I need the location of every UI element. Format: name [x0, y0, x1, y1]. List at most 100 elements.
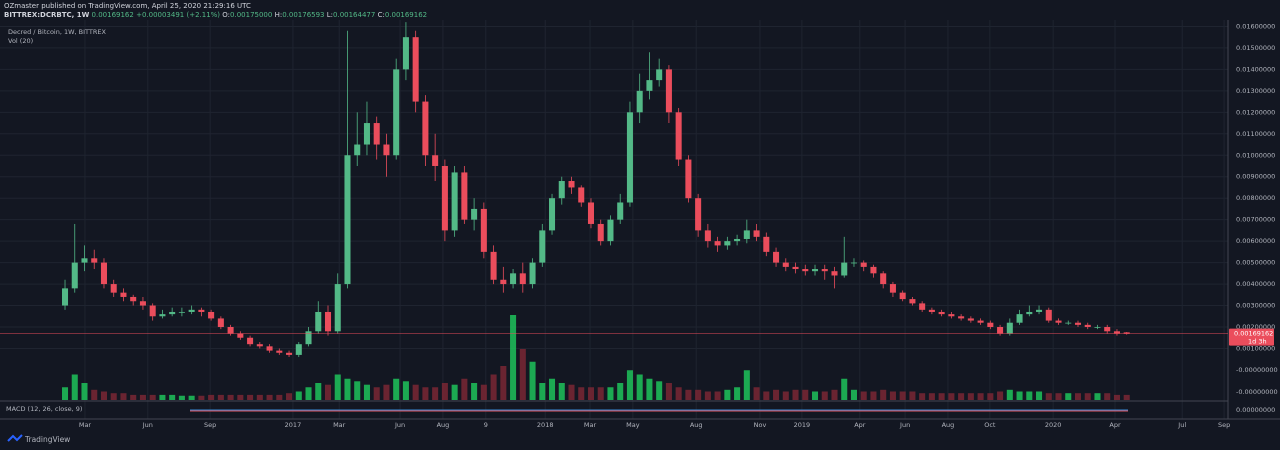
candle-body: [656, 69, 663, 81]
ohlc-value: 0.00169162: [385, 11, 427, 19]
candle-body: [286, 352, 293, 355]
volume-bar: [919, 393, 926, 400]
volume-bar: [1123, 394, 1130, 400]
candle-body: [1123, 332, 1130, 334]
candle-body: [597, 223, 604, 242]
candle-body: [1113, 331, 1120, 334]
volume-bar: [286, 393, 293, 400]
y-tick-label: 0.00100000: [1236, 344, 1275, 352]
volume-bar: [948, 393, 955, 400]
author-line: OZmaster published on TradingView.com, A…: [4, 2, 251, 10]
volume-bar: [227, 394, 234, 400]
volume-bar: [909, 391, 916, 400]
volume-bar: [597, 387, 604, 400]
y-tick-label: 0.00600000: [1236, 237, 1275, 245]
candle-body: [558, 181, 565, 199]
grid: [0, 20, 1228, 419]
symbol: BITTREX:DCRBTC, 1W: [4, 11, 90, 19]
candle-body: [763, 236, 770, 252]
candle-body: [451, 172, 458, 231]
volume-bar: [432, 387, 439, 400]
volume-bar: [383, 384, 390, 400]
volume-bar: [71, 374, 78, 400]
x-tick-label: 2019: [794, 421, 811, 429]
candle-body: [1094, 327, 1101, 328]
macd-label: MACD (12, 26, close, 9): [6, 405, 82, 413]
candle-body: [773, 251, 780, 263]
volume-bar: [451, 384, 458, 400]
volume-bar: [841, 378, 848, 400]
candle-body: [422, 101, 429, 156]
candle-body: [587, 202, 595, 224]
volume-bar: [334, 374, 341, 400]
candle-body: [539, 230, 546, 263]
volume-bar: [558, 383, 565, 400]
volume-bar: [792, 389, 799, 400]
volume-bar: [987, 393, 994, 400]
candle-body: [821, 269, 828, 272]
candle-body: [1016, 314, 1023, 323]
volume-bar: [1065, 393, 1072, 400]
candle-body: [344, 155, 351, 285]
volume-bar: [247, 394, 254, 400]
candle-body: [217, 318, 224, 328]
volume-bar: [997, 391, 1004, 400]
volume-bar: [568, 384, 575, 400]
candle-body: [510, 273, 517, 285]
volume-bar: [412, 384, 419, 400]
volume-bar: [81, 383, 88, 400]
candle-body: [860, 262, 867, 267]
volume-bar: [91, 389, 98, 400]
y-tick-label: 0.00500000: [1236, 259, 1275, 267]
volume-bar: [714, 391, 721, 400]
candle-body: [363, 123, 370, 145]
legend-entry: Decred / Bitcoin, 1W, BITTREX: [8, 28, 106, 36]
candle-body: [178, 311, 185, 313]
candle-body: [383, 144, 390, 156]
x-tick-label: Mar: [333, 421, 346, 429]
x-tick-label: Sep: [1218, 421, 1230, 429]
axes: 0.00100000 0.00200000 0.00300000 0.00400000…: [0, 22, 1278, 429]
candle-body: [519, 273, 526, 285]
volume-bar: [305, 387, 312, 400]
candle-body: [841, 262, 848, 276]
x-tick-label: Aug: [942, 421, 955, 429]
candle-body: [315, 311, 322, 332]
volume-bar: [587, 387, 595, 400]
volume-axis-label: -0.00000000: [1236, 366, 1278, 374]
volume-bar: [860, 391, 867, 400]
candle-body: [139, 301, 146, 306]
volume-bar: [656, 381, 663, 400]
x-tick-label: Jun: [142, 421, 153, 429]
volume-bar: [61, 387, 69, 400]
candle-body: [899, 292, 906, 300]
candle-body: [247, 337, 254, 345]
candle-body: [324, 311, 332, 332]
volume-bar: [928, 393, 935, 400]
volume-bar: [850, 389, 857, 400]
candle-body: [782, 262, 789, 267]
volume-bar: [120, 393, 127, 400]
volume-bar: [1045, 393, 1052, 400]
volume-bar: [110, 393, 117, 400]
volume-bar: [695, 389, 702, 400]
y-tick-label: 0.00700000: [1236, 216, 1275, 224]
volume-bar: [461, 378, 468, 400]
candle-body: [276, 350, 283, 353]
candle-body: [130, 296, 137, 302]
candle-body: [480, 208, 487, 252]
candle-body: [354, 144, 361, 156]
x-tick-label: 9: [484, 421, 488, 429]
candle-body: [402, 37, 409, 70]
volume-bar: [811, 391, 819, 400]
volume-bar: [256, 394, 263, 400]
volume-bar: [178, 395, 185, 400]
y-tick-label: 0.01500000: [1236, 44, 1275, 52]
y-tick-label: 0.00300000: [1236, 302, 1275, 310]
volume-bar: [1026, 391, 1033, 400]
volume-bar: [539, 383, 546, 400]
candle-body: [626, 112, 633, 203]
candle-body: [256, 344, 263, 347]
candle-body: [665, 69, 672, 113]
candle-body: [295, 344, 302, 355]
